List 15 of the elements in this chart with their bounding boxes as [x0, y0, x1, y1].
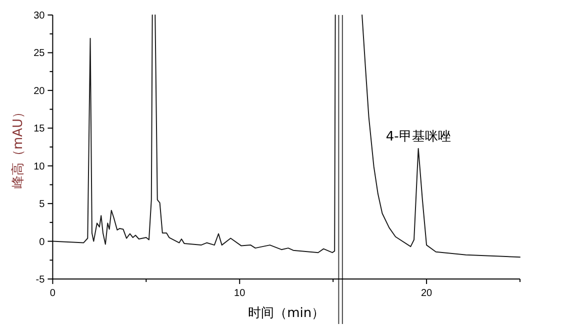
- y-tick-label: 25: [34, 48, 46, 60]
- y-tick-label: 5: [39, 199, 46, 210]
- y-tick-label: 10: [34, 161, 46, 172]
- x-tick-label: 10: [234, 288, 246, 299]
- line-series: [362, 14, 520, 258]
- x-tick-label: 0: [50, 288, 56, 299]
- y-tick-label: 20: [34, 86, 46, 97]
- y-tick-label: 0: [39, 236, 46, 248]
- x-tick-label: 20: [420, 288, 433, 299]
- annotation: 4-甲基咪唑: [386, 130, 451, 145]
- x-axis-title: 时间（min）: [248, 306, 325, 321]
- y-tick-label: -5: [36, 274, 46, 286]
- y-tick-label: 30: [34, 10, 46, 22]
- y-axis-title: 峰高（mAU）: [10, 105, 26, 189]
- y-tick-label: 15: [34, 124, 46, 135]
